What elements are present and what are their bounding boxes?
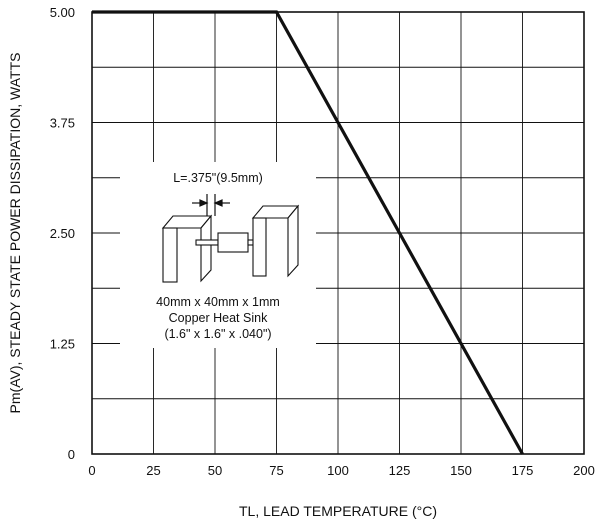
lead-length-label: L=.375"(9.5mm) <box>173 171 263 185</box>
x-tick-label: 150 <box>450 463 472 478</box>
x-tick-label: 100 <box>327 463 349 478</box>
x-axis-label: TL, LEAD TEMPERATURE (°C) <box>239 503 437 519</box>
y-tick-label: 3.75 <box>50 116 75 131</box>
x-tick-label: 25 <box>146 463 160 478</box>
x-tick-label: 50 <box>208 463 222 478</box>
x-tick-label: 125 <box>389 463 411 478</box>
inset-background <box>120 162 316 348</box>
x-tick-label: 75 <box>269 463 283 478</box>
heatsink-material-label: Copper Heat Sink <box>169 311 268 325</box>
y-tick-label: 0 <box>68 447 75 462</box>
x-tick-label: 175 <box>512 463 534 478</box>
x-tick-labels: 0 25 50 75 100 125 150 175 200 <box>88 463 594 478</box>
heatsink-size-label: 40mm x 40mm x 1mm <box>156 295 280 309</box>
y-tick-labels: 0 1.25 2.50 3.75 5.00 <box>50 5 75 462</box>
heatsink-inch-label: (1.6" x 1.6" x .040") <box>164 327 271 341</box>
right-heatsink-icon <box>251 204 300 278</box>
y-tick-label: 5.00 <box>50 5 75 20</box>
derating-curve <box>92 10 524 455</box>
x-tick-label: 200 <box>573 463 595 478</box>
plot-frame <box>91 11 585 455</box>
inset-diagram: L=.375"(9.5mm) 40mm x 40mm <box>120 162 316 348</box>
dimension-arrows-icon <box>192 194 230 216</box>
y-tick-label: 1.25 <box>50 337 75 352</box>
x-tick-label: 0 <box>88 463 95 478</box>
y-axis-label: Pm(AV), STEADY STATE POWER DISSIPATION, … <box>7 53 23 414</box>
left-heatsink-icon <box>161 214 213 283</box>
y-tick-label: 2.50 <box>50 226 75 241</box>
